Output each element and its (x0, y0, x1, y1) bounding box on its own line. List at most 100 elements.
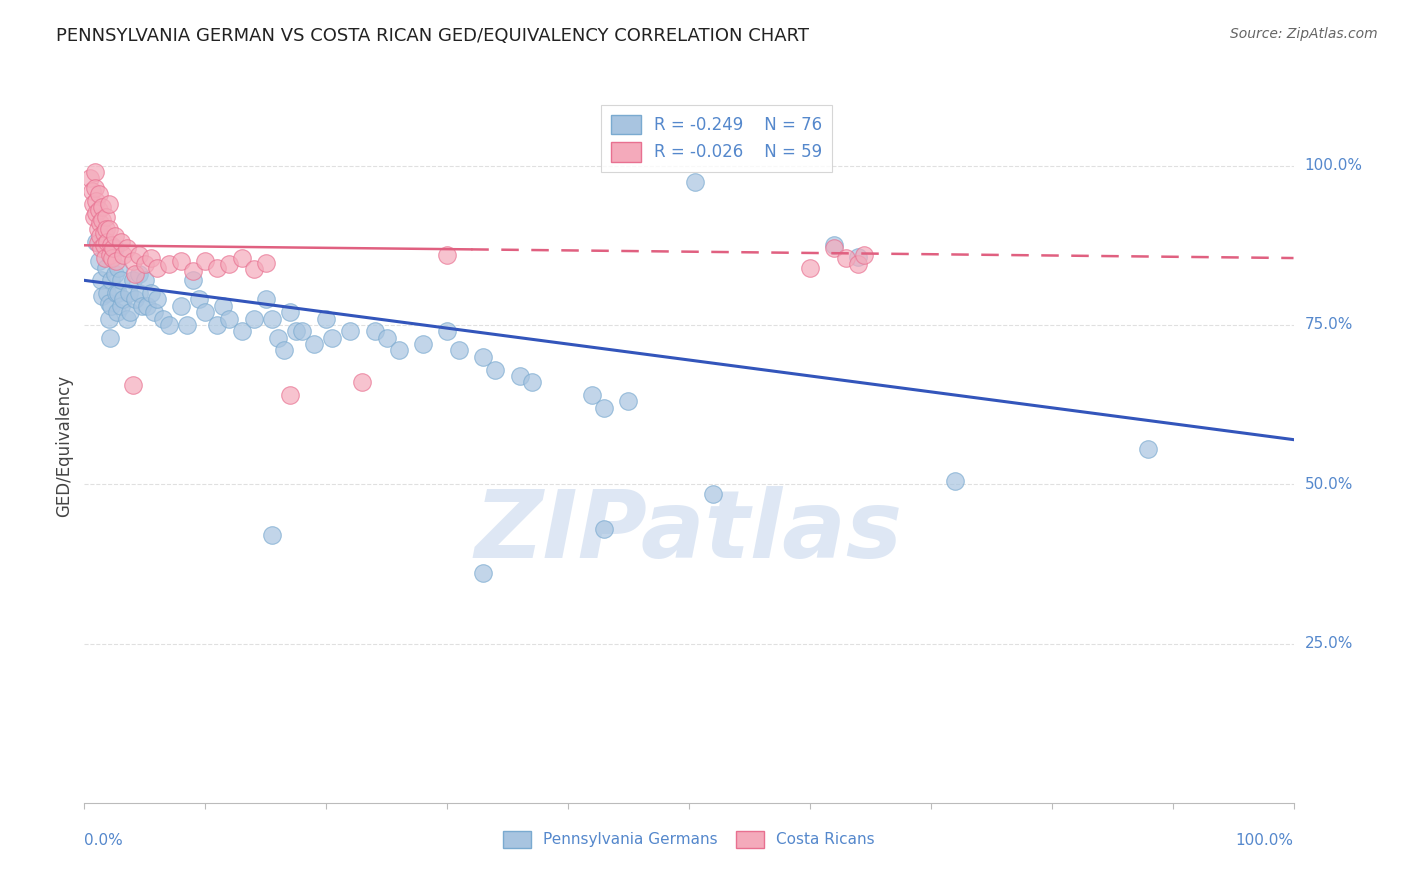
Point (412, 337, 434, 351)
Y-axis label: GED/Equivalency: GED/Equivalency (55, 375, 73, 517)
Point (118, 286, 141, 301)
Point (115, 242, 138, 256)
Point (139, 286, 162, 301)
Point (846, 257, 869, 271)
Point (89, 228, 111, 243)
Point (103, 242, 125, 256)
Point (110, 273, 132, 287)
Point (134, 273, 156, 287)
Text: Source: ZipAtlas.com: Source: ZipAtlas.com (1230, 27, 1378, 41)
Point (278, 388, 301, 402)
Point (86, 235, 108, 249)
Point (170, 299, 193, 313)
Point (520, 376, 543, 390)
Point (104, 228, 127, 243)
Point (339, 324, 361, 338)
Point (278, 305, 301, 319)
Point (89, 216, 111, 230)
Point (254, 255, 277, 269)
Point (104, 267, 127, 281)
Point (436, 324, 458, 338)
Point (121, 378, 143, 392)
Point (91, 289, 114, 303)
Point (472, 566, 495, 581)
Point (93, 226, 115, 240)
Text: 0.0%: 0.0% (84, 833, 124, 848)
Point (146, 260, 169, 275)
Point (136, 299, 159, 313)
Point (84, 181, 107, 195)
Text: PENNSYLVANIA GERMAN VS COSTA RICAN GED/EQUIVALENCY CORRELATION CHART: PENNSYLVANIA GERMAN VS COSTA RICAN GED/E… (56, 27, 810, 45)
Point (128, 248, 150, 262)
Point (853, 248, 876, 262)
Point (315, 311, 337, 326)
Point (96, 286, 118, 301)
Point (90, 242, 112, 256)
Point (846, 250, 869, 264)
Point (260, 528, 283, 542)
Point (110, 299, 132, 313)
Point (98, 331, 121, 345)
Point (98, 248, 121, 262)
Point (115, 311, 138, 326)
Point (128, 267, 150, 281)
Point (143, 305, 166, 319)
Point (86, 222, 108, 236)
Point (157, 257, 180, 271)
Point (449, 343, 471, 358)
Point (87, 203, 110, 218)
Point (218, 311, 240, 326)
Point (375, 331, 398, 345)
Point (242, 311, 264, 326)
Point (181, 273, 204, 287)
Point (267, 331, 290, 345)
Point (273, 343, 295, 358)
Point (121, 273, 143, 287)
Text: 100.0%: 100.0% (1236, 833, 1294, 848)
Point (134, 257, 156, 271)
Point (1137, 442, 1160, 457)
Point (207, 318, 229, 332)
Point (188, 293, 211, 307)
Point (110, 235, 132, 249)
Point (97, 197, 120, 211)
Point (131, 299, 153, 313)
Point (436, 248, 458, 262)
Point (101, 251, 124, 265)
Point (104, 242, 127, 256)
Point (181, 264, 204, 278)
Point (254, 293, 277, 307)
Point (509, 368, 531, 383)
Point (86, 236, 108, 251)
Point (207, 260, 229, 275)
Point (80, 184, 103, 198)
Text: 75.0%: 75.0% (1305, 318, 1353, 333)
Legend: Pennsylvania Germans, Costa Ricans: Pennsylvania Germans, Costa Ricans (496, 823, 882, 855)
Point (593, 522, 616, 536)
Point (157, 318, 180, 332)
Point (104, 254, 127, 268)
Point (96, 235, 118, 249)
Text: 100.0%: 100.0% (1305, 158, 1362, 173)
Point (683, 175, 706, 189)
Point (321, 331, 343, 345)
Point (100, 238, 122, 252)
Point (112, 293, 135, 307)
Point (152, 311, 174, 326)
Point (83, 210, 105, 224)
Point (176, 318, 198, 332)
Point (835, 251, 858, 265)
Text: 25.0%: 25.0% (1305, 636, 1353, 651)
Point (231, 251, 253, 265)
Point (302, 337, 325, 351)
Point (218, 257, 240, 271)
Point (124, 267, 146, 281)
Point (105, 305, 128, 319)
Point (100, 273, 122, 287)
Point (352, 376, 374, 390)
Point (82, 197, 104, 211)
Point (799, 260, 821, 275)
Point (104, 286, 127, 301)
Point (823, 238, 845, 252)
Point (242, 261, 264, 276)
